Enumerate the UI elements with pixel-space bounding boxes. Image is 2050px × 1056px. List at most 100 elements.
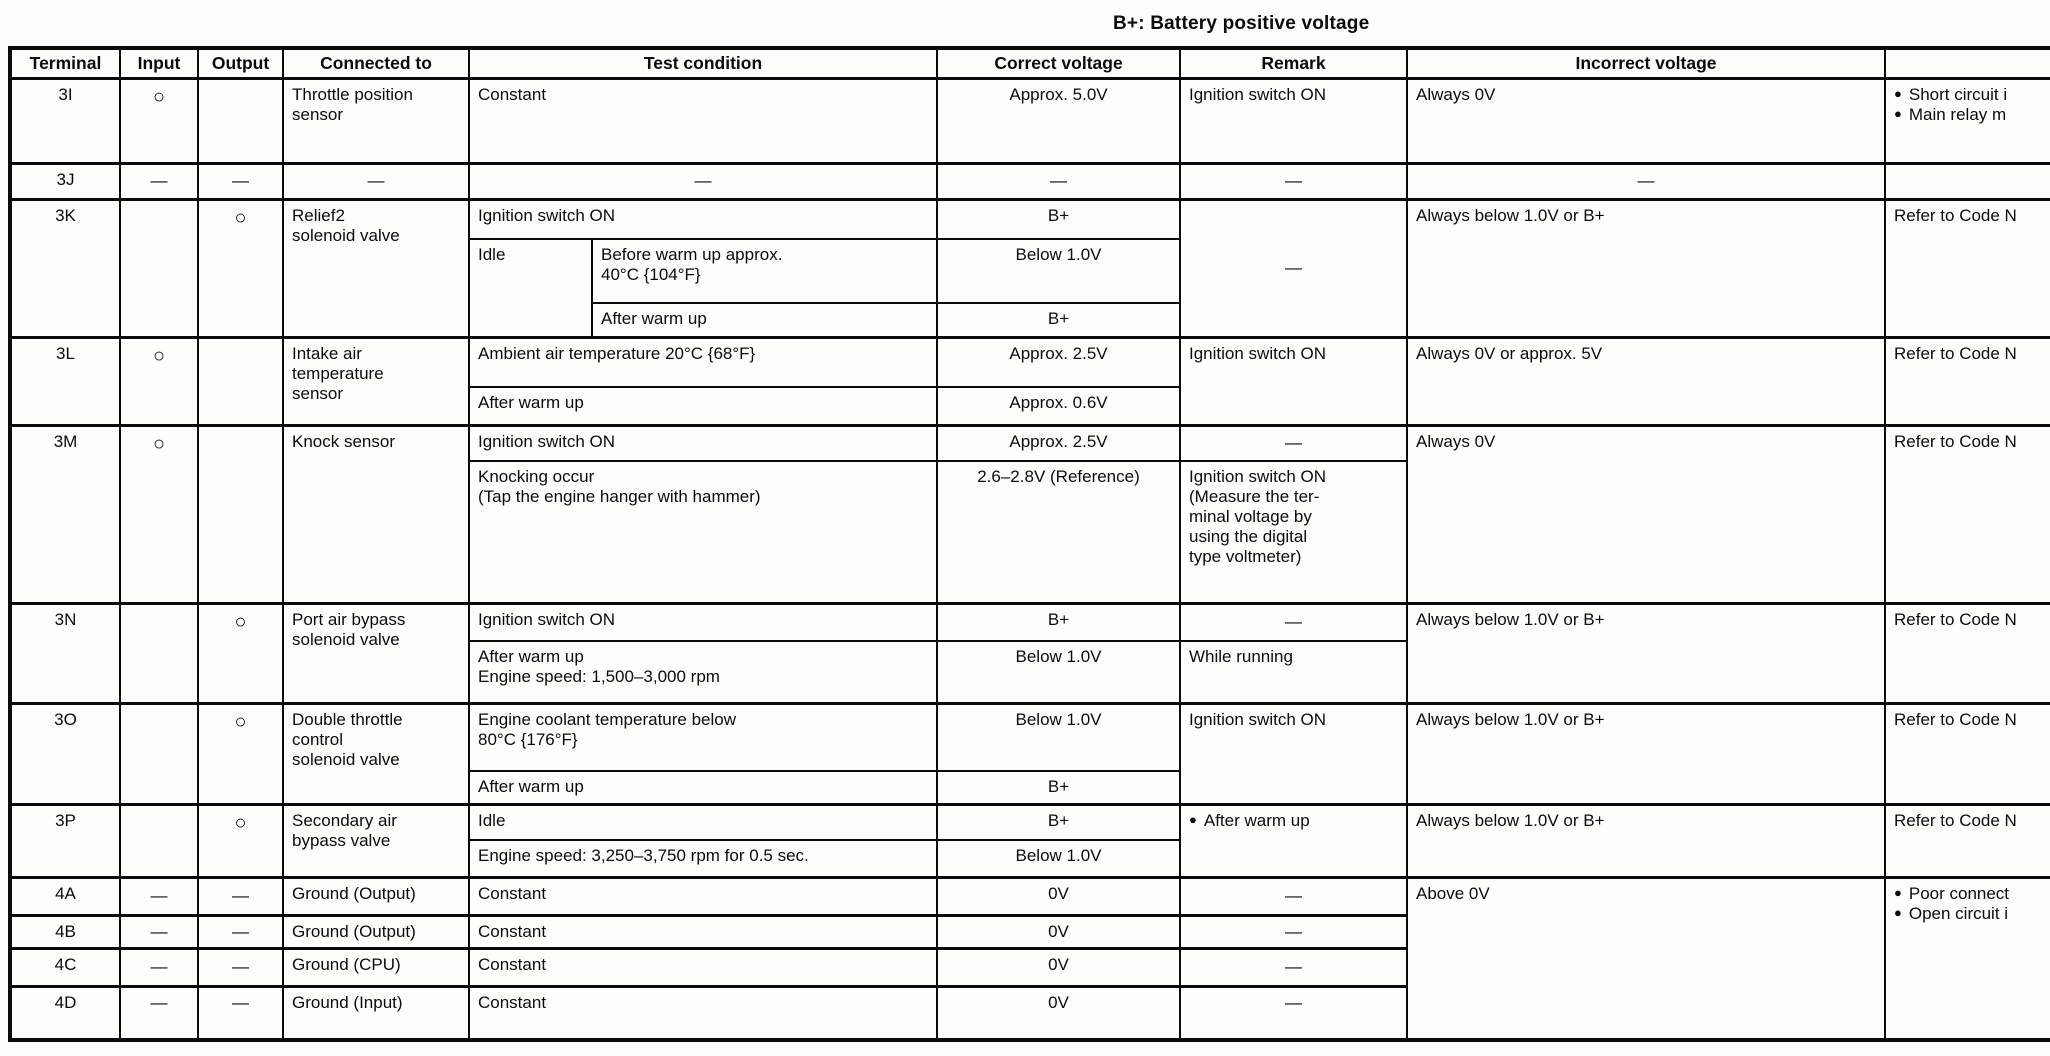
note-text: Poor connect: [1908, 883, 2010, 903]
correct-voltage-cell: B+: [936, 197, 1181, 241]
remark-cell: —: [1179, 601, 1408, 643]
input-mark: [119, 197, 199, 339]
table-row: 3I ○ Throttle position sensor Constant Ap…: [9, 76, 2050, 165]
input-mark: —: [119, 875, 199, 917]
table-row: After warm up B+: [10, 770, 2050, 806]
test-condition-cell: Constant: [468, 875, 938, 917]
correct-voltage-cell: Below 1.0V: [936, 839, 1181, 879]
terminal-cell: 3K: [9, 197, 121, 339]
output-mark: —: [197, 161, 284, 201]
correct-voltage-cell: B+: [936, 802, 1181, 842]
col-header-test-condition: Test condition: [468, 46, 938, 80]
correct-voltage-cell: Approx. 2.5V: [936, 335, 1181, 389]
table-row: After warm up B+: [10, 302, 2050, 339]
output-mark: ○: [197, 802, 284, 879]
table-row: 4B — — Ground (Output) Constant 0V —: [9, 913, 2050, 950]
correct-voltage-cell: Below 1.0V: [936, 640, 1181, 705]
correct-voltage-cell: B+: [936, 770, 1181, 806]
terminal-cell: 3P: [9, 802, 121, 879]
output-mark: [197, 76, 284, 165]
terminal-cell: 4D: [9, 984, 121, 1042]
table-row: 3K ○ Relief2 solenoid valve Ignition swit…: [9, 197, 2050, 339]
input-mark: [119, 701, 199, 806]
note-item: ● Open circuit i: [1894, 904, 2050, 924]
connected-to-cell: Ground (Output): [282, 913, 470, 950]
connected-to-cell: Throttle position sensor: [282, 76, 470, 165]
test-condition-cell: Ignition switch ON: [468, 423, 938, 463]
notes-cell: Refer to Code N: [1884, 701, 2050, 806]
notes-cell: Refer to Code N: [1884, 423, 2050, 605]
test-condition-cell: Engine speed: 3,250–3,750 rpm for 0.5 se…: [468, 839, 938, 879]
table-row: Idle Before warm up approx. 40°C {104°F} …: [10, 238, 2050, 339]
incorrect-voltage-cell: Always 0V: [1406, 76, 1886, 165]
col-header-correct-voltage: Correct voltage: [936, 46, 1181, 80]
bullet-icon: ●: [1894, 85, 1902, 101]
table-row: 4A — — Ground (Output) Constant 0V — Abo…: [9, 875, 2050, 1042]
correct-voltage-cell: B+: [936, 601, 1181, 643]
table-row: 3N ○ Port air bypass solenoid valve Ignit…: [9, 601, 2050, 705]
notes-cell: Refer to Code N: [1884, 197, 2050, 339]
correct-voltage-cell: 0V: [936, 946, 1181, 988]
col-header-input: Input: [119, 46, 199, 80]
correct-voltage-cell: Approx. 5.0V: [936, 76, 1181, 165]
correct-voltage-cell: 2.6–2.8V (Reference): [936, 460, 1181, 605]
output-mark: ○: [197, 197, 284, 339]
remark-cell: —: [1179, 161, 1408, 201]
input-mark: —: [119, 984, 199, 1042]
remark-cell: Ignition switch ON (Measure the ter-minal…: [1179, 460, 1408, 605]
table-row: 3L ○ Intake air temperature sensor Ambient…: [9, 335, 2050, 427]
connected-to-cell: Secondary air bypass valve: [282, 802, 470, 879]
correct-voltage-cell: —: [936, 161, 1181, 201]
col-header-output: Output: [197, 46, 284, 80]
notes-cell: Refer to Code N: [1884, 802, 2050, 879]
connected-to-cell: Double throttle control solenoid valve: [282, 701, 470, 806]
table-row: 4D — — Ground (Input) Constant 0V —: [9, 984, 2050, 1042]
output-mark: —: [197, 984, 284, 1042]
input-mark: —: [119, 161, 199, 201]
header-row: Terminal Input Output Connected to Test …: [9, 46, 2050, 80]
col-header-notes: [1884, 46, 2050, 80]
incorrect-voltage-cell: Above 0V: [1406, 875, 1886, 1042]
output-mark: ○: [197, 601, 284, 705]
terminal-cell: 4C: [9, 946, 121, 988]
test-condition-cell: After warm up: [591, 302, 938, 339]
test-condition-cell: Engine coolant temperature below 80°C {17…: [468, 701, 938, 773]
remark-cell: —: [1179, 984, 1408, 1042]
remark-cell: —: [1179, 946, 1408, 988]
correct-voltage-cell: Approx. 0.6V: [936, 386, 1181, 427]
correct-voltage-cell: Below 1.0V: [936, 701, 1181, 773]
note-item: ● Short circuit i: [1894, 85, 2050, 105]
remark-cell: Ignition switch ON: [1179, 335, 1408, 427]
note-text: Short circuit i: [1908, 84, 2008, 104]
test-condition-sub-cell: Idle: [468, 238, 593, 339]
incorrect-voltage-cell: —: [1406, 161, 1886, 201]
correct-voltage-cell: B+: [936, 302, 1181, 339]
col-header-incorrect-voltage: Incorrect voltage: [1406, 46, 1886, 80]
connected-to-cell: Knock sensor: [282, 423, 470, 605]
remark-cell: While running: [1179, 640, 1408, 705]
bullet-icon: ●: [1894, 105, 1902, 121]
remark-cell: —: [1179, 875, 1408, 917]
correct-voltage-cell: 0V: [936, 984, 1181, 1042]
bullet-icon: ●: [1894, 904, 1902, 920]
test-condition-cell: —: [468, 161, 938, 201]
table-row: Knocking occur (Tap the engine hanger wit…: [10, 460, 2050, 605]
incorrect-voltage-cell: Always 0V or approx. 5V: [1406, 335, 1886, 427]
test-condition-cell: Knocking occur (Tap the engine hanger wit…: [468, 460, 938, 605]
table-row: 3P ○ Secondary air bypass valve Idle B+ ●…: [9, 802, 2050, 879]
page-title: B+: Battery positive voltage: [1113, 13, 1370, 34]
input-mark: [119, 802, 199, 879]
test-condition-cell: Before warm up approx. 40°C {104°F}: [591, 238, 938, 305]
remark-cell: ● After warm up: [1179, 802, 1408, 879]
input-mark: ○: [119, 335, 199, 427]
connected-to-cell: —: [282, 161, 470, 201]
test-condition-cell: After warm up: [468, 770, 938, 806]
notes-cell: ● Short circuit i ● Main relay m: [1884, 76, 2050, 165]
col-header-remark: Remark: [1179, 46, 1408, 80]
note-item: ● Main relay m: [1894, 105, 2050, 125]
test-condition-cell: After warm up: [468, 386, 938, 427]
correct-voltage-cell: Below 1.0V: [936, 238, 1181, 305]
note-item: ● After warm up: [1189, 811, 1398, 831]
note-item: ● Poor connect: [1894, 884, 2050, 904]
